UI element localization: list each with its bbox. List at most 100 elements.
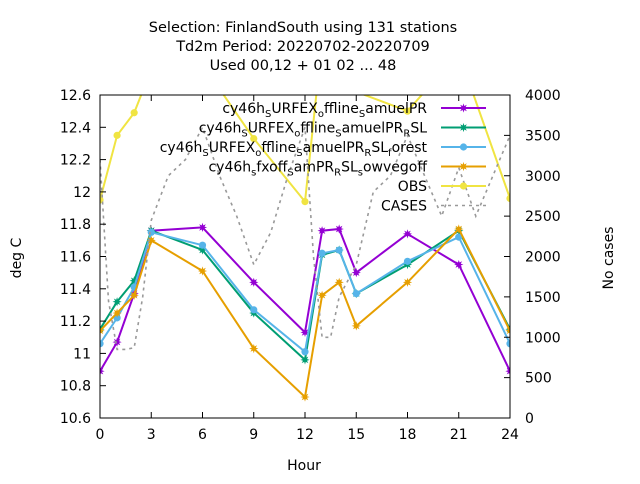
y2-axis-label: No cases — [601, 227, 617, 290]
data-point — [146, 235, 156, 245]
data-point — [351, 268, 361, 278]
data-point — [354, 95, 358, 96]
data-point — [197, 222, 208, 232]
x-tick-label: 3 — [147, 427, 156, 443]
y-tick-label: 12.4 — [60, 120, 91, 136]
x-tick-label: 9 — [249, 427, 258, 443]
data-point — [352, 290, 360, 298]
y-tick-label: 11 — [73, 346, 91, 362]
x-tick-label: 12 — [296, 427, 314, 443]
legend-entry: cy46hSURFEXofflineSamuelPR — [222, 101, 486, 120]
chart-title-line-2: Td2m Period: 20220702-20220709 — [175, 39, 430, 55]
data-point — [249, 277, 259, 287]
plot-frame — [99, 94, 511, 419]
legend-label: cy46hsfxoffSamPRRSLsowvegoff — [208, 160, 427, 179]
legend-marker — [458, 103, 469, 113]
chart-title-line-3: Used 00,12 + 01 02 ... 48 — [210, 58, 397, 74]
data-point — [129, 290, 139, 300]
y2-tick-label: 1500 — [525, 290, 561, 306]
legend-label: cy46hSURFEXofflineSamuelPR — [222, 101, 427, 120]
data-point — [505, 366, 510, 376]
data-point — [249, 344, 259, 354]
y2-tick-label: 4000 — [525, 88, 561, 104]
legend-marker — [458, 122, 469, 133]
y2-tick-label: 3000 — [525, 169, 561, 185]
data-point — [402, 229, 413, 239]
data-point — [403, 257, 412, 265]
data-point — [113, 131, 121, 139]
y-tick-label: 11.2 — [60, 314, 91, 330]
data-point — [250, 135, 258, 143]
data-point — [130, 109, 138, 117]
data-point — [317, 290, 327, 300]
y2-tick-label: 3500 — [525, 128, 561, 144]
data-point — [112, 337, 122, 347]
data-point — [100, 366, 105, 376]
data-point — [334, 277, 344, 287]
series-line — [100, 227, 510, 400]
data-point — [148, 66, 155, 73]
x-tick-label: 15 — [347, 427, 365, 443]
y-tick-label: 11.8 — [60, 217, 91, 233]
legend-entry: cy46hSURFEXofflineSamuelPRRSL — [199, 121, 486, 140]
data-point — [199, 61, 206, 68]
y2-tick-label: 2000 — [525, 250, 561, 266]
data-point — [334, 224, 344, 234]
plot-series-group — [100, 61, 510, 402]
data-point — [402, 277, 413, 287]
data-point — [100, 326, 105, 336]
data-point — [335, 246, 343, 254]
data-point — [198, 241, 207, 249]
data-point — [318, 249, 326, 257]
data-point — [112, 308, 122, 318]
data-point — [250, 306, 258, 314]
y-tick-label: 10.6 — [60, 411, 91, 427]
x-tick-label: 18 — [399, 427, 417, 443]
y2-tick-label: 2500 — [525, 209, 561, 225]
data-point — [301, 197, 309, 206]
x-tick-label: 6 — [198, 427, 207, 443]
legend-marker — [458, 161, 469, 172]
y-tick-label: 12.6 — [60, 88, 91, 104]
data-point — [300, 392, 310, 402]
legend: cy46hSURFEXofflineSamuelPRcy46hSURFEXoff… — [160, 101, 486, 215]
y2-tick-label: 1000 — [525, 330, 561, 346]
legend-label: OBS — [398, 179, 427, 195]
chart-title-line-1: Selection: FinlandSouth using 131 statio… — [149, 20, 457, 36]
legend-entry: cy46hsfxoffSamPRRSLsowvegoff — [208, 160, 486, 179]
series-4 — [100, 61, 510, 206]
y-tick-label: 12.2 — [60, 153, 91, 169]
data-point — [100, 340, 104, 348]
data-point — [506, 340, 510, 348]
y2-tick-label: 500 — [525, 371, 552, 387]
data-point — [454, 260, 464, 270]
y-tick-label: 11.6 — [60, 250, 91, 266]
x-tick-label: 24 — [501, 427, 519, 443]
x-tick-label: 21 — [450, 427, 468, 443]
data-point — [505, 326, 510, 336]
data-point — [455, 233, 463, 241]
data-point — [403, 107, 412, 115]
y-tick-label: 10.8 — [60, 379, 91, 395]
y-tick-label: 12 — [73, 185, 91, 201]
legend-entry: cy46hSURFEXofflineSamuelPRRSLforest — [160, 140, 486, 159]
y2-tick-label: 0 — [525, 411, 534, 427]
y-axis-label: deg C — [9, 237, 25, 278]
series-2 — [100, 228, 510, 356]
legend-marker — [459, 182, 468, 190]
legend-label: CASES — [381, 199, 427, 215]
data-point — [300, 355, 310, 365]
legend-entry: OBS — [398, 179, 486, 195]
series-1 — [100, 226, 510, 365]
data-point — [112, 297, 122, 307]
legend-marker — [459, 143, 468, 151]
data-point — [147, 228, 155, 236]
x-axis-label: Hour — [287, 458, 321, 474]
legend-entry: CASES — [381, 199, 486, 215]
x-tick-label: 0 — [96, 427, 105, 443]
series-3 — [100, 224, 510, 402]
y-tick-label: 11.4 — [60, 282, 91, 298]
data-point — [351, 321, 361, 331]
